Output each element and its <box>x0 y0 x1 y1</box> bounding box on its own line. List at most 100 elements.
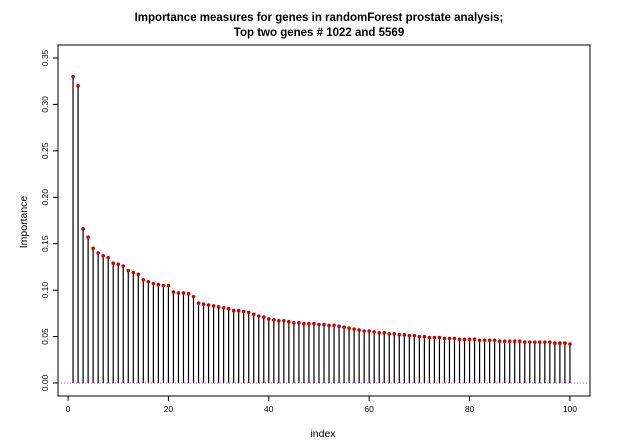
point-54 <box>337 324 341 329</box>
point-43 <box>282 318 286 323</box>
point-27 <box>201 302 206 306</box>
point-23 <box>181 291 186 295</box>
x-tick-label-60: 60 <box>364 404 374 414</box>
point-11 <box>121 264 126 268</box>
point-31 <box>221 305 226 310</box>
point-36 <box>246 310 251 315</box>
y-tick-label-5: 0.25 <box>40 142 50 159</box>
point-68 <box>407 333 412 338</box>
point-42 <box>277 318 281 323</box>
y-axis: 0.00 0.05 0.10 0.15 0.20 0.25 0.30 0.35 <box>40 49 58 391</box>
x-tick-label-80: 80 <box>465 404 475 414</box>
point-74 <box>437 335 442 340</box>
point-90 <box>517 339 522 344</box>
point-2 <box>76 84 80 88</box>
plot-frame <box>57 44 591 397</box>
point-6 <box>96 251 100 255</box>
point-56 <box>347 326 351 331</box>
point-55 <box>342 325 346 330</box>
x-tick-label-100: 100 <box>563 404 577 414</box>
point-53 <box>332 323 336 328</box>
point-95 <box>543 340 547 344</box>
point-41 <box>272 318 276 322</box>
points-group <box>71 74 572 346</box>
point-30 <box>216 305 221 309</box>
point-72 <box>427 335 432 340</box>
point-92 <box>527 340 532 344</box>
point-7 <box>101 253 105 258</box>
point-75 <box>442 336 447 341</box>
y-tick-label-4: 0.20 <box>40 189 50 206</box>
point-25 <box>191 294 196 299</box>
point-80 <box>467 337 472 342</box>
y-tick-label-7: 0.35 <box>40 49 50 66</box>
point-94 <box>538 340 542 344</box>
point-45 <box>292 320 296 325</box>
point-66 <box>397 332 402 337</box>
point-50 <box>317 322 321 327</box>
point-70 <box>417 334 422 339</box>
point-81 <box>472 337 477 342</box>
point-46 <box>297 320 301 325</box>
point-26 <box>196 301 201 305</box>
point-76 <box>447 336 452 341</box>
point-57 <box>352 327 356 331</box>
point-97 <box>553 341 557 345</box>
y-tick-label-1: 0.05 <box>40 328 50 345</box>
point-65 <box>392 331 397 336</box>
y-tick-label-2: 0.10 <box>40 282 50 299</box>
x-tick-label-40: 40 <box>264 404 274 414</box>
point-99 <box>563 341 567 345</box>
point-44 <box>287 319 291 324</box>
chart-title-line2: Top two genes # 1022 and 5569 <box>234 27 404 39</box>
point-9 <box>111 261 116 266</box>
point-47 <box>302 321 306 326</box>
point-12 <box>126 268 131 273</box>
point-87 <box>502 339 507 344</box>
x-tick-label-20: 20 <box>164 404 174 414</box>
chart-title-line1: Importance measures for genes in randomF… <box>135 12 504 24</box>
point-21 <box>171 290 176 294</box>
point-93 <box>532 340 537 344</box>
point-60 <box>367 329 371 333</box>
point-14 <box>136 272 141 277</box>
point-86 <box>497 339 502 344</box>
point-78 <box>457 337 462 342</box>
point-82 <box>477 338 482 343</box>
x-axis: 0 20 40 60 80 100 <box>66 396 577 414</box>
stems-group <box>72 76 571 383</box>
point-24 <box>186 292 191 296</box>
point-28 <box>206 303 211 307</box>
point-8 <box>106 255 110 260</box>
point-5 <box>91 246 95 251</box>
point-17 <box>151 281 156 286</box>
point-32 <box>226 306 231 311</box>
point-34 <box>236 308 241 313</box>
point-18 <box>156 282 161 287</box>
point-35 <box>241 309 246 314</box>
point-71 <box>422 334 427 339</box>
point-29 <box>211 304 216 308</box>
point-69 <box>412 333 417 338</box>
point-79 <box>462 337 467 342</box>
point-15 <box>141 278 146 282</box>
point-100 <box>568 342 572 346</box>
point-63 <box>382 331 387 335</box>
point-33 <box>231 308 236 313</box>
point-10 <box>116 262 121 266</box>
point-88 <box>507 339 512 344</box>
y-tick-label-0: 0.00 <box>40 374 50 391</box>
point-52 <box>327 323 331 328</box>
point-91 <box>522 340 527 344</box>
point-40 <box>266 317 271 321</box>
x-axis-label: index <box>310 428 336 440</box>
y-axis-label: Importance <box>18 196 30 249</box>
point-96 <box>548 340 552 344</box>
point-37 <box>251 312 256 317</box>
point-13 <box>131 270 136 275</box>
point-85 <box>492 338 497 343</box>
point-64 <box>387 331 392 336</box>
point-22 <box>176 291 181 295</box>
point-48 <box>307 321 311 326</box>
